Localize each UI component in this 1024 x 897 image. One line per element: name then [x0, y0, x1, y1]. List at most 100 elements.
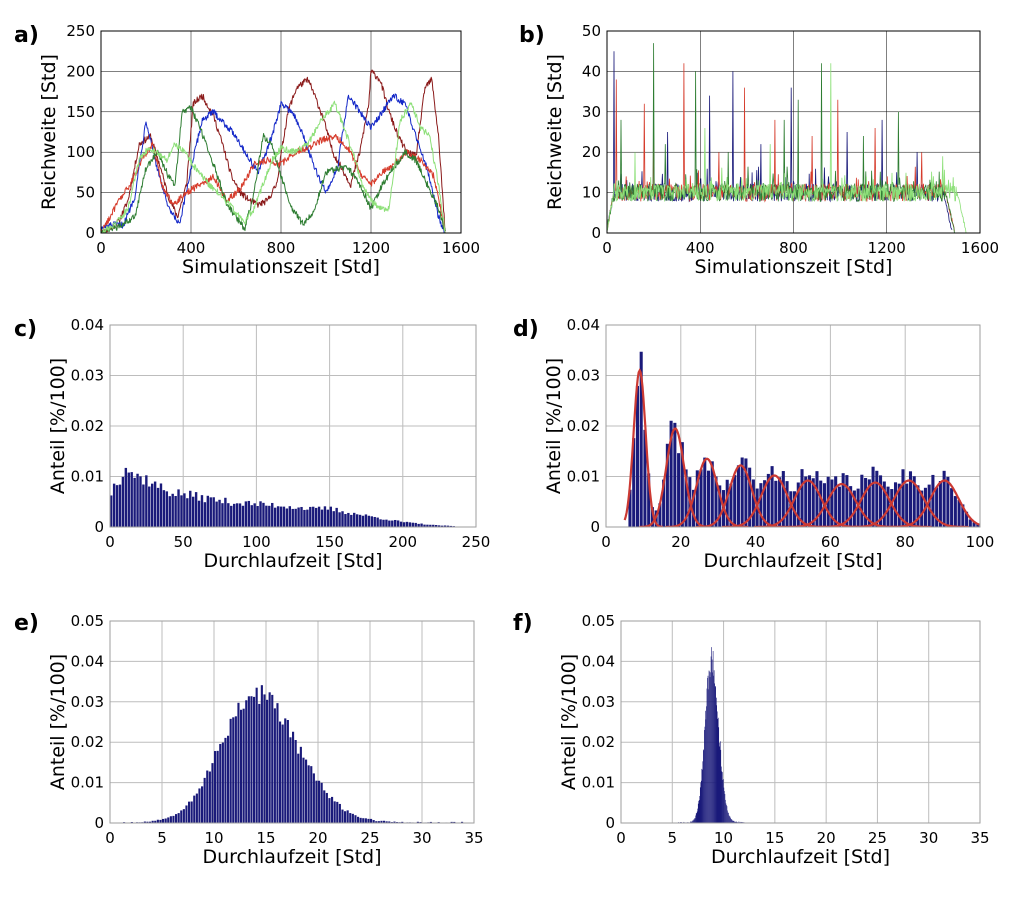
histogram-bar: [706, 688, 708, 823]
histogram-bar: [151, 820, 154, 823]
histogram-bar: [341, 511, 344, 527]
plot-marks: [120, 685, 464, 823]
histogram-bar: [684, 469, 688, 527]
histogram-bar: [153, 481, 157, 527]
plot-marks: [677, 647, 745, 823]
y-tick-label: 0.03: [582, 693, 615, 711]
histogram-bar: [329, 506, 332, 527]
histogram-bar: [729, 816, 731, 823]
y-tick-label: 0.03: [71, 693, 104, 711]
histogram-bar: [289, 737, 292, 823]
histogram-bar: [800, 469, 804, 527]
y-axis-label: Anteil [%/100]: [47, 358, 69, 494]
y-tick-label: 0.02: [582, 733, 615, 751]
histogram-bar: [443, 525, 447, 527]
histogram-bar: [882, 481, 886, 527]
histogram-bar: [740, 457, 744, 527]
histogram-bar: [658, 503, 662, 527]
histogram-bar: [677, 453, 681, 527]
panel-letter: d): [513, 317, 539, 342]
histogram-bar: [370, 818, 373, 823]
histogram-bar: [224, 497, 227, 527]
histogram-bar: [279, 506, 283, 527]
histogram-bar: [736, 821, 737, 823]
histogram-bar: [417, 523, 420, 527]
x-tick-label: 50: [174, 533, 193, 551]
histogram-bar: [118, 484, 122, 527]
histogram-bar: [221, 503, 224, 527]
y-tick-label: 0.01: [71, 774, 104, 792]
histogram-bar: [716, 697, 717, 823]
histogram-bar: [273, 708, 276, 823]
histogram-bar: [935, 487, 939, 527]
histogram-bar: [162, 818, 165, 823]
y-axis-label: Anteil [%/100]: [47, 654, 69, 790]
histogram-bar: [635, 385, 639, 527]
histogram-bar: [710, 461, 714, 527]
series-line: [607, 51, 953, 232]
panel-b: b) 0 400 800 1200 1600 0 10 20 30 40 50 Simulations…: [519, 22, 999, 278]
histogram-bar: [174, 495, 177, 527]
y-tick-label: 0.02: [71, 733, 104, 751]
histogram-bar: [968, 519, 972, 527]
histogram-bar: [744, 458, 748, 527]
histogram-bar: [706, 470, 711, 527]
x-tick-label: 60: [821, 533, 840, 551]
histogram-bar: [695, 813, 697, 823]
histogram-bar: [235, 503, 239, 527]
y-tick-label: 20: [582, 143, 601, 161]
histogram-bar: [706, 706, 707, 823]
histogram-bar: [698, 800, 700, 823]
histogram-bar: [807, 475, 812, 527]
histogram-bar: [305, 759, 308, 823]
x-axis-label: Simulationszeit [Std]: [182, 256, 380, 278]
histogram-bar: [717, 717, 719, 823]
histogram-bar: [268, 505, 271, 527]
histogram-bar: [695, 470, 699, 527]
histogram-bar: [177, 813, 180, 823]
histogram-bar: [632, 438, 636, 527]
y-tick-label: 0.02: [71, 417, 104, 435]
x-tick-label: 400: [177, 239, 206, 257]
histogram-bar: [420, 523, 423, 527]
x-tick-label: 1600: [961, 239, 999, 257]
histogram-bar: [694, 818, 695, 823]
y-tick-label: 0: [590, 518, 600, 536]
histogram-bar: [731, 819, 733, 823]
y-tick-label: 0: [94, 814, 104, 832]
x-tick-label: 400: [686, 239, 715, 257]
x-tick-label: 0: [602, 239, 612, 257]
histogram-bar: [725, 799, 726, 823]
histogram-bar: [696, 811, 698, 823]
histogram-bar: [710, 672, 711, 823]
histogram-bar: [729, 483, 733, 527]
histogram-bar: [673, 422, 677, 527]
histogram-bar: [234, 716, 237, 823]
series-line: [101, 93, 446, 233]
axes: 0 50 100 150 200 250 0 0.01 0.02 0.03 0.04 Durchlau…: [47, 316, 490, 572]
histogram-bar: [702, 761, 704, 823]
histogram-bar: [376, 517, 379, 527]
x-tick-label: 25: [868, 829, 887, 847]
x-tick-label: 200: [388, 533, 417, 551]
histogram-bar: [705, 719, 707, 823]
y-tick-label: 150: [66, 103, 95, 121]
x-tick-label: 0: [96, 239, 106, 257]
histogram-bar: [690, 821, 691, 823]
x-tick-label: 15: [765, 829, 784, 847]
histogram-bar: [701, 780, 702, 823]
histogram-bar: [665, 443, 669, 527]
histogram-bar: [299, 746, 302, 823]
panel-letter: f): [513, 611, 533, 636]
histogram-bar: [908, 471, 913, 527]
histogram-bar: [303, 509, 306, 527]
x-tick-label: 800: [779, 239, 808, 257]
histogram-bar: [353, 512, 356, 527]
x-tick-label: 30: [919, 829, 938, 847]
y-tick-label: 0.01: [567, 468, 600, 486]
histogram-bar: [704, 730, 705, 823]
x-tick-label: 1200: [868, 239, 906, 257]
histogram-bar: [209, 497, 212, 527]
histogram-bar: [367, 818, 370, 823]
panel-c: c) 0 50 100 150 200 250 0 0.01 0.02 0.03 0.04 Durch…: [14, 316, 490, 572]
